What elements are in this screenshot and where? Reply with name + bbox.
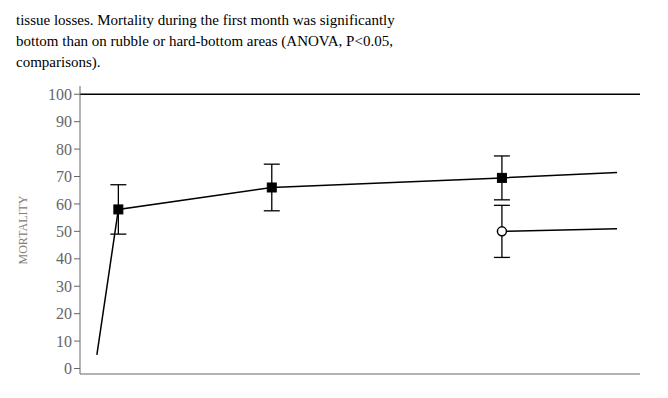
- svg-text:30: 30: [56, 278, 72, 295]
- svg-text:100: 100: [48, 86, 72, 103]
- svg-text:40: 40: [56, 250, 72, 267]
- svg-text:20: 20: [56, 305, 72, 322]
- html-text:bottom than on rubble or hard-: bottom than on rubble or hard-bottom are…: [16, 33, 393, 49]
- svg-text:MORTALITY: MORTALITY: [16, 195, 30, 264]
- svg-text:10: 10: [56, 333, 72, 350]
- html-text:comparisons).: comparisons).: [16, 54, 101, 70]
- svg-text:90: 90: [56, 113, 72, 130]
- svg-text:0: 0: [64, 360, 72, 377]
- svg-text:50: 50: [56, 223, 72, 240]
- svg-text:60: 60: [56, 196, 72, 213]
- svg-text:70: 70: [56, 168, 72, 185]
- html-text:tissue losses. Mortality durin: tissue losses. Mortality during the firs…: [16, 12, 395, 28]
- svg-text:80: 80: [56, 141, 72, 158]
